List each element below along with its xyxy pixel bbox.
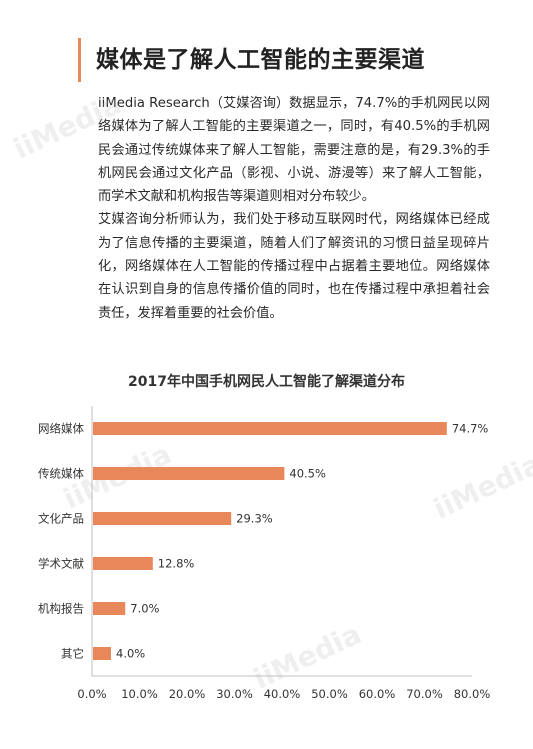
x-tick-label: 50.0% (311, 687, 348, 701)
category-label: 学术文献 (38, 557, 84, 571)
chart-title: 2017年中国手机网民人工智能了解渠道分布 (128, 374, 405, 390)
category-label: 传统媒体 (38, 467, 84, 481)
bar (93, 602, 126, 615)
page-heading: 媒体是了解人工智能的主要渠道 (96, 47, 425, 73)
value-label: 29.3% (236, 512, 273, 526)
x-tick-label: 70.0% (406, 687, 443, 701)
x-tick-label: 0.0% (77, 687, 106, 701)
bar (93, 557, 153, 570)
value-label: 40.5% (289, 467, 326, 481)
article-body: iiMedia Research（艾媒咨询）数据显示，74.7%的手机网民以网络… (98, 92, 490, 325)
bar (93, 467, 285, 480)
x-tick-label: 80.0% (454, 687, 491, 701)
category-label: 文化产品 (38, 512, 84, 526)
bar (93, 422, 447, 435)
bar (93, 647, 111, 660)
category-label: 网络媒体 (38, 422, 84, 436)
paragraph-1: iiMedia Research（艾媒咨询）数据显示，74.7%的手机网民以网络… (98, 96, 490, 205)
x-tick-label: 20.0% (169, 687, 206, 701)
paragraph-2: 艾媒咨询分析师认为，我们处于移动互联网时代，网络媒体已经成为了信息传播的主要渠道… (98, 212, 490, 321)
heading-accent-bar (78, 38, 81, 82)
category-label: 机构报告 (38, 602, 84, 616)
value-label: 4.0% (116, 647, 145, 661)
value-label: 12.8% (158, 557, 195, 571)
x-tick-label: 60.0% (359, 687, 396, 701)
value-label: 7.0% (130, 602, 159, 616)
value-label: 74.7% (452, 422, 489, 436)
x-tick-label: 30.0% (216, 687, 253, 701)
category-label: 其它 (61, 647, 84, 661)
bar (93, 512, 232, 525)
x-tick-label: 40.0% (264, 687, 301, 701)
x-tick-label: 10.0% (121, 687, 158, 701)
